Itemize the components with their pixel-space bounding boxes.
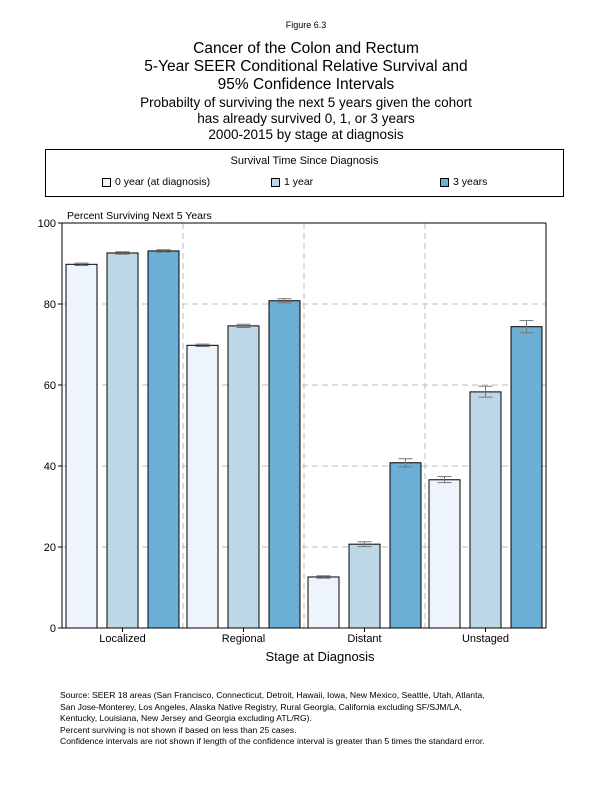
source-note: Source: SEER 18 areas (San Francisco, Co… — [60, 690, 580, 748]
title-line: 95% Confidence Intervals — [217, 76, 395, 93]
y-tick-label: 80 — [44, 299, 56, 311]
figure-label: Figure 6.3 — [285, 20, 327, 30]
legend-swatch — [102, 177, 111, 187]
source-line: Source: SEER 18 areas (San Francisco, Co… — [60, 690, 485, 700]
source-line: Kentucky, Louisiana, New Jersey and Geor… — [60, 713, 312, 723]
subtitle-line: 2000-2015 by stage at diagnosis — [208, 127, 404, 142]
x-axis-label: Stage at Diagnosis — [265, 649, 375, 664]
legend-title: Survival Time Since Diagnosis — [230, 155, 379, 167]
y-tick-label: 40 — [44, 461, 56, 473]
legend-swatch — [440, 177, 449, 187]
bar — [469, 391, 502, 629]
subtitle-line: has already survived 0, 1, or 3 years — [197, 111, 415, 126]
y-axis-label: Percent Surviving Next 5 Years — [67, 210, 212, 222]
bar — [65, 263, 98, 629]
bar — [510, 326, 543, 629]
x-tick-label: Regional — [222, 633, 265, 645]
bar — [147, 250, 180, 629]
legend-label: 3 years — [453, 176, 488, 188]
y-tick-label: 100 — [38, 218, 56, 230]
bar — [307, 576, 340, 629]
chart-title: Cancer of the Colon and Rectum 5-Year SE… — [0, 40, 612, 94]
legend-label: 1 year — [284, 176, 314, 188]
y-tick-label: 60 — [44, 380, 56, 392]
source-line: San Jose-Monterey, Los Angeles, Alaska N… — [60, 701, 462, 712]
bar — [428, 479, 461, 629]
bar — [227, 325, 260, 629]
bar — [268, 300, 301, 629]
x-tick-label: Localized — [99, 633, 145, 645]
x-tick-label: Unstaged — [462, 633, 509, 645]
legend-item-3-years: 3 years — [440, 176, 487, 188]
legend-item-0-year: 0 year (at diagnosis) — [102, 176, 210, 188]
bar — [106, 252, 139, 629]
subtitle-line: Probabilty of surviving the next 5 years… — [140, 95, 472, 110]
legend-swatch — [271, 177, 280, 187]
legend-label: 0 year (at diagnosis) — [115, 176, 211, 188]
chart-subtitle: Probabilty of surviving the next 5 years… — [0, 95, 612, 143]
y-tick-label: 0 — [50, 623, 56, 635]
title-line: Cancer of the Colon and Rectum — [193, 40, 419, 57]
bar — [389, 462, 422, 629]
x-tick-label: Distant — [347, 633, 381, 645]
legend-item-1-year: 1 year — [271, 176, 313, 188]
bar — [348, 543, 381, 629]
title-line: 5-Year SEER Conditional Relative Surviva… — [144, 58, 468, 75]
bar — [186, 344, 219, 629]
source-line: Confidence intervals are not shown if le… — [60, 736, 485, 746]
bar-chart: Localized Regional Distant Unstaged 0 20 40 60 8… — [38, 210, 547, 664]
y-tick-label: 20 — [44, 542, 56, 554]
legend: Survival Time Since Diagnosis 0 year (at… — [45, 149, 564, 197]
source-line: Percent surviving is not shown if based … — [60, 724, 297, 735]
